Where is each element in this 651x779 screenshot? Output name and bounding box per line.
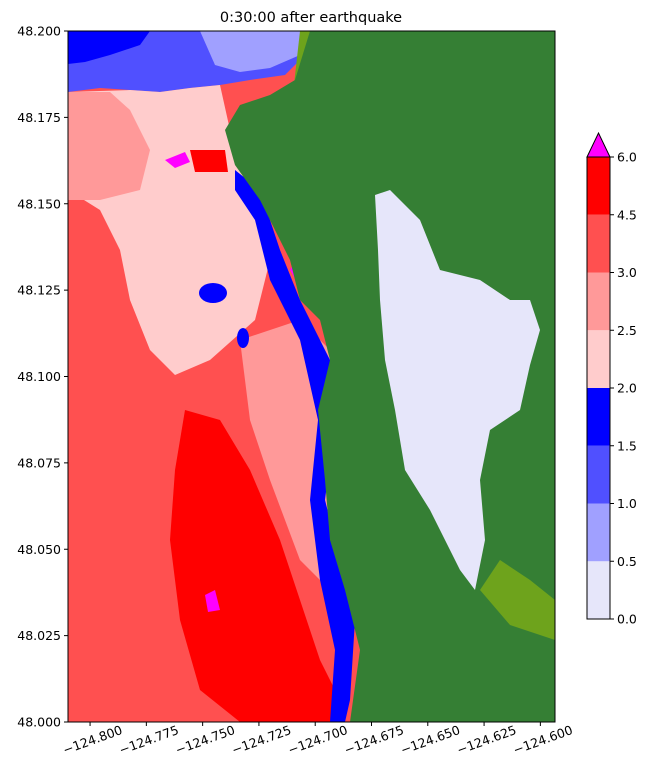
y-tick-label: 48.050	[17, 542, 61, 557]
amplitude-4.5-6-region	[170, 410, 340, 722]
colorbar-segment	[587, 272, 610, 331]
colorbar-segment	[587, 445, 610, 504]
y-tick-label: 48.100	[17, 369, 61, 384]
x-tick-label: −124.600	[511, 722, 575, 757]
x-axis: −124.800−124.775−124.750−124.725−124.700…	[61, 722, 575, 757]
x-tick-label: −124.775	[117, 722, 181, 757]
y-tick-label: 48.200	[17, 24, 61, 39]
amplitude-over-6-patch	[165, 152, 190, 168]
x-tick-label: −124.800	[61, 722, 125, 757]
y-tick-label: 48.125	[17, 283, 61, 298]
amplitude-4.5-6-north	[190, 150, 228, 172]
colorbar-tick-label: 1.0	[617, 496, 637, 511]
amplitude-0.5-1-region	[200, 31, 310, 72]
colorbar-segment	[587, 503, 610, 562]
colorbar-extend-arrow	[586, 131, 611, 158]
colorbar-tick-label: 0.5	[617, 554, 637, 569]
amplitude-1.5-2-pocket	[199, 283, 227, 303]
x-tick-label: −124.675	[342, 722, 406, 757]
colorbar-segment	[587, 330, 610, 388]
y-tick-label: 48.025	[17, 628, 61, 643]
colorbar-segment	[587, 388, 610, 446]
colorbar-tick-label: 6.0	[617, 150, 637, 165]
amplitude-1.5-2-pocket	[237, 328, 249, 348]
x-tick-label: −124.750	[173, 722, 237, 757]
colorbar-tick-label: 1.5	[617, 438, 637, 453]
amplitude-1.5-2-region	[68, 31, 150, 64]
amplitude-2.5-3-region	[68, 92, 150, 200]
colorbar: 0.0 0.5 1.0 1.5 2.0 2.5 3.0 4.5 6.0	[586, 131, 637, 627]
inland-water	[375, 190, 540, 590]
x-tick-label: −124.700	[286, 722, 350, 757]
colorbar-tick-label: 2.5	[617, 323, 637, 338]
colorbar-tick-label: 0.0	[617, 612, 637, 627]
x-tick-label: −124.625	[455, 722, 519, 757]
amplitude-over-6-patch	[205, 590, 220, 612]
colorbar-segment	[587, 157, 610, 215]
lowland-area	[480, 560, 555, 640]
colorbar-tick-label: 4.5	[617, 207, 637, 222]
x-tick-label: −124.650	[398, 722, 462, 757]
colorbar-segment	[587, 214, 610, 273]
y-tick-label: 48.000	[17, 715, 61, 730]
chart-title: 0:30:00 after earthquake	[220, 10, 402, 26]
colorbar-segment	[587, 561, 610, 619]
y-axis: 48.000 48.025 48.050 48.075 48.100 48.125 48.1…	[17, 24, 68, 730]
coastal-low-amplitude-strip	[235, 170, 355, 722]
map-panel	[68, 31, 555, 722]
colorbar-tick-label: 2.0	[617, 381, 637, 396]
y-tick-label: 48.175	[17, 110, 61, 125]
colorbar-tick-label: 3.0	[617, 265, 637, 280]
x-tick-label: −124.725	[230, 722, 294, 757]
y-tick-label: 48.150	[17, 196, 61, 211]
y-tick-label: 48.075	[17, 455, 61, 470]
